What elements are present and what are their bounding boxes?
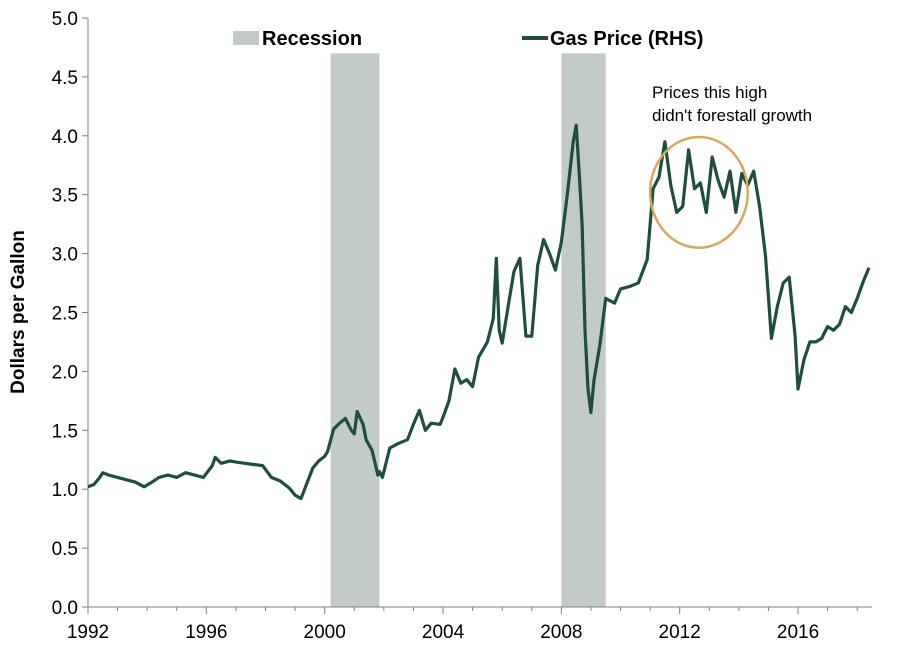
x-tick-label: 1996 (185, 622, 227, 643)
y-axis-label: Dollars per Gallon (8, 230, 29, 394)
x-tick-label: 2004 (422, 622, 465, 643)
y-tick-label: 0.5 (52, 539, 78, 560)
legend-recession-label: Recession (262, 28, 362, 50)
annotation-text-line2: didn't forestall growth (652, 106, 812, 125)
annotation-text-line1: Prices this high (652, 83, 767, 102)
y-tick-label: 1.5 (52, 421, 78, 442)
series-layer (87, 123, 871, 501)
legend-recession-swatch (233, 31, 259, 45)
y-tick-label: 2.0 (52, 362, 78, 383)
legend-gas-price-label: Gas Price (RHS) (550, 28, 703, 50)
y-tick-label: 3.5 (52, 186, 78, 207)
y-tick-label: 2.5 (52, 304, 78, 325)
axes: 0.0 0.5 1.0 1.5 2.0 2.5 3.0 3.5 4.0 4.5 5.0 1992 199… (52, 9, 872, 643)
annotation-circle (648, 135, 749, 249)
y-tick-label: 5.0 (52, 9, 78, 30)
x-tick-label: 2012 (659, 622, 701, 643)
y-tick-label: 4.0 (52, 127, 78, 148)
annotation: Prices this high didn't forestall growth (648, 83, 812, 249)
recession-bands (330, 53, 606, 607)
x-tick-label: 2016 (777, 622, 819, 643)
x-tick-label: 1992 (67, 622, 109, 643)
y-tick-label: 1.0 (52, 480, 78, 501)
legend: Recession Gas Price (RHS) (233, 28, 703, 50)
gas-price-line (87, 123, 871, 501)
y-tick-label: 0.0 (52, 598, 78, 619)
recession-band-1 (330, 53, 380, 607)
y-tick-label: 3.0 (52, 245, 78, 266)
x-tick-label: 2000 (304, 622, 346, 643)
x-tick-label: 2008 (540, 622, 582, 643)
y-tick-label: 4.5 (52, 68, 78, 89)
